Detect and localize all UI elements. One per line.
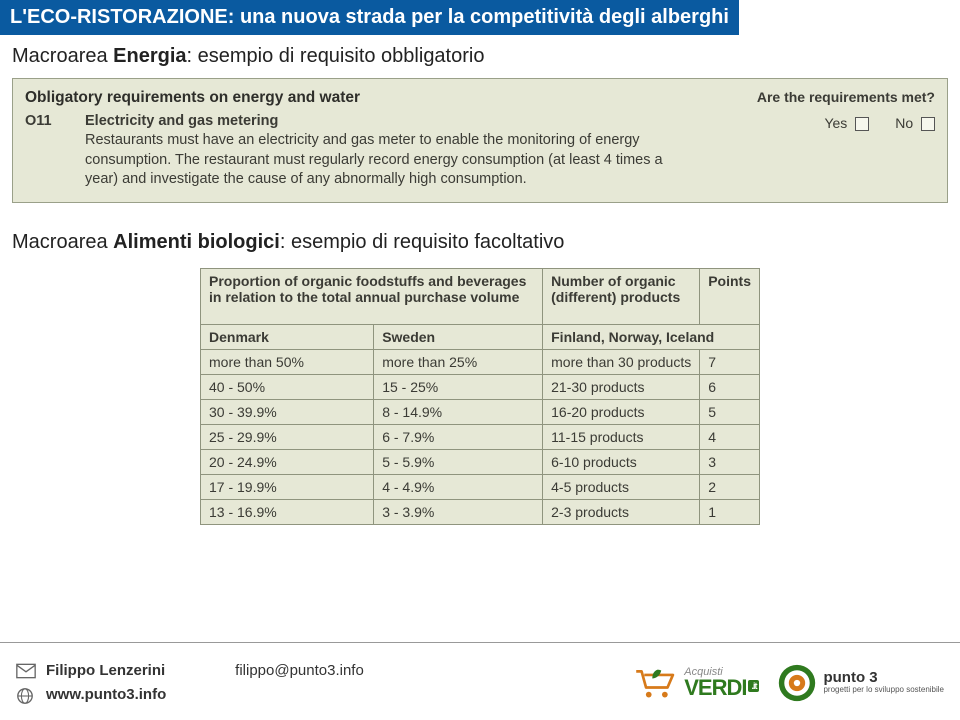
table-head-number: Number of organic (different) products: [543, 268, 700, 324]
yes-no-checks: Yes No: [824, 113, 935, 131]
table-sub-finland: Finland, Norway, Iceland: [543, 324, 760, 349]
table-head-proportion: Proportion of organic foodstuffs and bev…: [201, 268, 543, 324]
no-checkbox[interactable]: [921, 117, 935, 131]
punto3-logo: punto 3 progetti per lo sviluppo sosteni…: [777, 663, 944, 703]
points-table-body: more than 50%more than 25%more than 30 p…: [201, 349, 760, 524]
table-row: 17 - 19.9%4 - 4.9%4-5 products2: [201, 474, 760, 499]
requirements-met-label: Are the requirements met?: [757, 89, 935, 105]
page-title-bar: L'ECO-RISTORAZIONE: una nuova strada per…: [0, 0, 739, 35]
table-row: more than 50%more than 25%more than 30 p…: [201, 349, 760, 374]
obligatory-header: Obligatory requirements on energy and wa…: [25, 89, 360, 107]
punto3-icon: [777, 663, 817, 703]
table-row: 20 - 24.9%5 - 5.9%6-10 products3: [201, 449, 760, 474]
table-head-points: Points: [700, 268, 760, 324]
obligatory-requirement-box: Obligatory requirements on energy and wa…: [12, 78, 948, 203]
table-sub-sweden: Sweden: [374, 324, 543, 349]
table-row: 13 - 16.9%3 - 3.9%2-3 products1: [201, 499, 760, 524]
verdi-name: VERDI: [684, 675, 746, 700]
site-url: www.punto3.info: [46, 683, 166, 707]
footer-left: Filippo Lenzerini filippo@punto3.info ww…: [16, 659, 364, 707]
table-row: 25 - 29.9%6 - 7.9%11-15 products4: [201, 424, 760, 449]
requirement-title: Electricity and gas metering: [85, 113, 806, 129]
footer-right: Acquisti VERDI.it punto 3 progetti per l…: [632, 663, 944, 703]
globe-icon: [16, 687, 36, 703]
verdi-it: .it: [748, 680, 759, 692]
author-email: filippo@punto3.info: [235, 659, 364, 683]
requirement-code: O11: [25, 113, 85, 129]
table-row: 40 - 50%15 - 25%21-30 products6: [201, 374, 760, 399]
yes-checkbox[interactable]: [855, 117, 869, 131]
mail-icon: [16, 663, 36, 679]
table-row: 30 - 39.9%8 - 14.9%16-20 products5: [201, 399, 760, 424]
acquisti-verdi-logo: Acquisti VERDI.it: [632, 666, 759, 700]
requirement-text: Restaurants must have an electricity and…: [85, 131, 675, 190]
cart-icon: [632, 666, 678, 700]
author-name: Filippo Lenzerini: [46, 659, 165, 683]
section1-title: Macroarea Energia: esempio di requisito …: [0, 35, 960, 74]
page-title: L'ECO-RISTORAZIONE: una nuova strada per…: [10, 6, 729, 28]
table-sub-denmark: Denmark: [201, 324, 374, 349]
section2-title: Macroarea Alimenti biologici: esempio di…: [0, 221, 960, 260]
punto3-tagline: progetti per lo sviluppo sostenibile: [823, 685, 944, 694]
punto3-name: punto 3: [823, 670, 944, 687]
points-table: Proportion of organic foodstuffs and bev…: [200, 268, 760, 525]
footer: Filippo Lenzerini filippo@punto3.info ww…: [0, 642, 960, 720]
points-table-wrap: Proportion of organic foodstuffs and bev…: [200, 268, 760, 525]
